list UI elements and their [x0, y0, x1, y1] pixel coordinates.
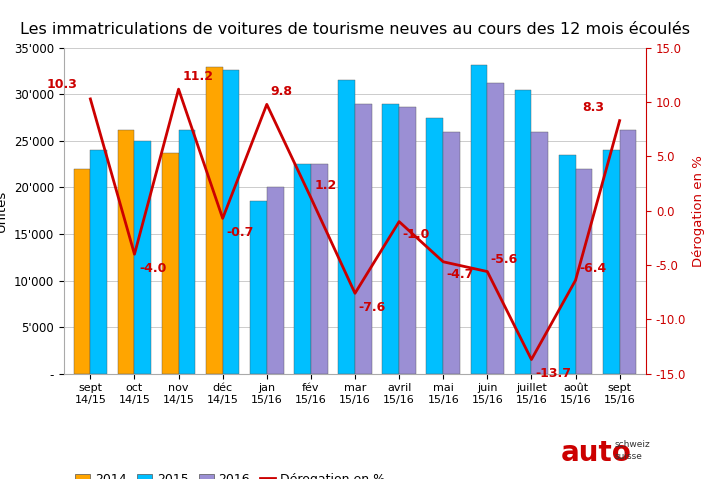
Bar [118, 130, 134, 374]
Bar [74, 169, 90, 374]
Bar [603, 150, 620, 374]
Text: 11.2: 11.2 [182, 69, 213, 83]
Bar [427, 118, 443, 374]
Bar [90, 150, 107, 374]
Text: -0.7: -0.7 [226, 226, 253, 239]
Bar [443, 132, 460, 374]
Bar [267, 187, 283, 374]
Bar [294, 164, 311, 374]
Text: auto: auto [561, 439, 632, 467]
Bar [620, 130, 636, 374]
Text: 10.3: 10.3 [46, 79, 77, 91]
Text: -1.0: -1.0 [403, 228, 430, 241]
Text: -13.7: -13.7 [535, 367, 571, 380]
Bar [179, 130, 195, 374]
Bar [162, 153, 179, 374]
Text: -4.7: -4.7 [447, 268, 474, 281]
Text: 9.8: 9.8 [271, 85, 293, 98]
Legend: 2014, 2015, 2016, Dérogation en %: 2014, 2015, 2016, Dérogation en % [70, 468, 391, 479]
Bar [576, 169, 592, 374]
Text: schweiz
suisse: schweiz suisse [614, 440, 650, 461]
Y-axis label: Dérogation en %: Dérogation en % [692, 155, 705, 267]
Bar [559, 155, 576, 374]
Bar [383, 104, 399, 374]
Text: 1.2: 1.2 [315, 179, 337, 192]
Text: -6.4: -6.4 [579, 262, 606, 275]
Text: -5.6: -5.6 [491, 253, 518, 266]
Title: Les immatriculations de voitures de tourisme neuves au cours des 12 mois écoulés: Les immatriculations de voitures de tour… [20, 22, 690, 37]
Y-axis label: Unités: Unités [0, 190, 9, 232]
Bar [206, 67, 223, 374]
Bar [338, 80, 355, 374]
Bar [487, 83, 504, 374]
Text: -4.0: -4.0 [139, 262, 166, 275]
Bar [471, 65, 487, 374]
Bar [134, 141, 151, 374]
Bar [515, 90, 531, 374]
Text: -7.6: -7.6 [359, 301, 386, 314]
Bar [311, 164, 327, 374]
Bar [399, 106, 416, 374]
Bar [531, 132, 548, 374]
Bar [223, 70, 239, 374]
Bar [355, 104, 372, 374]
Text: 8.3: 8.3 [582, 101, 604, 114]
Bar [250, 202, 267, 374]
